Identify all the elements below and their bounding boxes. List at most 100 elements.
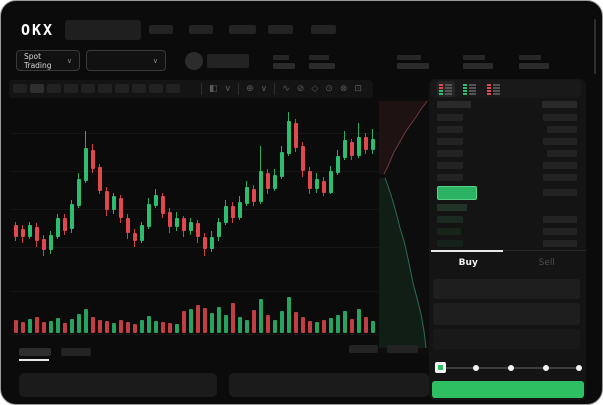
candle	[14, 225, 18, 237]
timeframe-button[interactable]	[98, 84, 112, 93]
ask-row[interactable]	[437, 162, 577, 169]
depth-svg	[379, 100, 428, 349]
timeframe-button[interactable]	[13, 84, 27, 93]
candle	[259, 171, 263, 203]
candle	[42, 238, 46, 251]
slider-stop[interactable]	[508, 365, 514, 371]
candle	[280, 152, 284, 178]
candle	[294, 123, 298, 149]
trade-tabs: Buy Sell	[429, 250, 586, 273]
volume-bar	[357, 309, 361, 333]
avatar[interactable]	[185, 52, 203, 70]
ask-row[interactable]	[437, 126, 577, 133]
bottom-action-2[interactable]	[387, 345, 418, 353]
slider-stop[interactable]	[543, 365, 549, 371]
timeframe-button[interactable]	[30, 84, 44, 93]
candle	[77, 179, 81, 207]
nav-item-1[interactable]	[149, 25, 173, 34]
order-price-input[interactable]	[433, 279, 580, 299]
ask-price-cell	[437, 126, 463, 133]
account-name-placeholder[interactable]	[207, 54, 249, 68]
nav-item-4[interactable]	[268, 25, 293, 34]
ask-amount-cell	[543, 138, 577, 145]
pair-selector[interactable]: ∨	[86, 50, 166, 71]
chevron-down-icon[interactable]: ∨	[260, 84, 268, 94]
timeframe-button[interactable]	[47, 84, 61, 93]
chart-type-icon[interactable]: ◧	[209, 84, 218, 94]
slider-stop[interactable]	[576, 365, 582, 371]
timeframe-button[interactable]	[81, 84, 95, 93]
book-view-combined-icon[interactable]	[437, 81, 455, 97]
camera-icon[interactable]: ⊙	[325, 84, 333, 94]
bottom-panel-left	[19, 373, 217, 397]
volume-bar	[238, 317, 242, 333]
book-view-buys-icon[interactable]	[461, 81, 479, 97]
order-total-field[interactable]	[433, 329, 580, 349]
price-chart[interactable]	[11, 98, 379, 338]
buy-submit-button[interactable]	[432, 381, 584, 398]
nav-item-3[interactable]	[229, 25, 256, 34]
ask-row[interactable]	[437, 114, 577, 121]
volume-bar	[63, 323, 67, 333]
nav-item-2[interactable]	[189, 25, 213, 34]
nav-item-5[interactable]	[311, 25, 336, 34]
candle	[252, 188, 256, 203]
ticker-stat	[309, 55, 335, 69]
last-price-row[interactable]	[437, 185, 577, 200]
timeframe-button[interactable]	[149, 84, 163, 93]
line-tool-icon[interactable]: ∿	[282, 84, 290, 94]
bid-row[interactable]	[437, 204, 577, 211]
bottom-tab-history[interactable]	[61, 348, 91, 356]
tab-sell[interactable]: Sell	[538, 258, 555, 268]
indicators-icon[interactable]: ⊕	[246, 84, 254, 94]
depth-chart[interactable]	[379, 98, 429, 354]
measure-tool-icon[interactable]: ◇	[311, 84, 319, 94]
volume-bar	[245, 320, 249, 333]
fullscreen-icon[interactable]: ⊡	[354, 84, 362, 94]
slider-stop[interactable]	[473, 365, 479, 371]
volume-bar	[322, 320, 326, 333]
timeframe-button[interactable]	[64, 84, 78, 93]
ask-amount-cell	[543, 114, 577, 121]
okx-logo[interactable]: OKX	[21, 21, 55, 39]
settings-icon[interactable]: ⊗	[339, 84, 348, 94]
slider-handle[interactable]	[435, 362, 446, 373]
volume-bar	[21, 322, 25, 333]
candle	[154, 194, 158, 207]
market-type-selector[interactable]: Spot Trading ∨	[16, 50, 80, 71]
volume-bar	[294, 312, 298, 333]
bid-row[interactable]	[437, 240, 577, 247]
stat-label	[519, 55, 541, 60]
book-view-sells-icon[interactable]	[485, 81, 503, 97]
tab-buy[interactable]: Buy	[458, 258, 478, 268]
volume-layer	[11, 297, 379, 333]
bid-row[interactable]	[437, 228, 577, 235]
bid-row[interactable]	[437, 216, 577, 223]
ask-row[interactable]	[437, 138, 577, 145]
ask-row[interactable]	[437, 174, 577, 181]
volume-bar	[161, 322, 165, 333]
volume-bar	[119, 320, 123, 333]
timeframe-button[interactable]	[132, 84, 146, 93]
candle	[70, 204, 74, 230]
brush-tool-icon[interactable]: ⊘	[296, 84, 305, 94]
timeframe-button[interactable]	[115, 84, 129, 93]
order-amount-input[interactable]	[433, 303, 580, 325]
search-input[interactable]	[65, 20, 141, 40]
bottom-action-1[interactable]	[349, 345, 378, 353]
stat-value	[397, 63, 429, 69]
ticker-stat	[397, 55, 429, 69]
gridline	[11, 209, 379, 210]
ask-row[interactable]	[437, 150, 577, 157]
bottom-tab-orders[interactable]	[19, 348, 51, 356]
volume-bar	[28, 319, 32, 333]
chevron-down-icon[interactable]: ∨	[224, 84, 232, 94]
amount-slider[interactable]	[435, 362, 582, 374]
volume-bar	[175, 324, 179, 333]
volume-bar	[147, 316, 151, 333]
candle	[245, 186, 249, 205]
last-price-badge	[437, 185, 477, 200]
scrollbar[interactable]	[594, 19, 596, 74]
timeframe-button[interactable]	[166, 84, 180, 93]
